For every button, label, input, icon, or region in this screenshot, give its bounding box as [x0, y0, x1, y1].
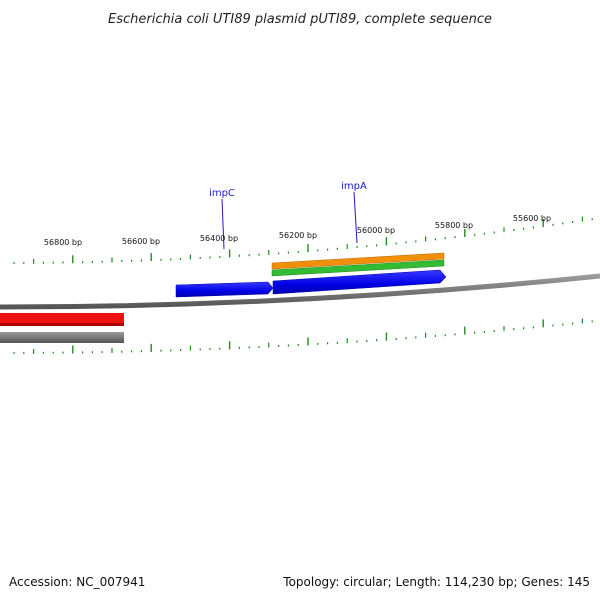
ruler-ticks-upper — [13, 216, 593, 264]
orange-feature-bar[interactable] — [271, 252, 445, 270]
gene-label-impC[interactable]: impC — [209, 188, 235, 199]
ruler-ticks-lower — [13, 318, 593, 354]
ruler-label: 55600 bp — [513, 214, 551, 223]
impC-label-line — [221, 198, 225, 250]
green-feature-bar[interactable] — [271, 259, 445, 277]
red-feature-bar[interactable] — [0, 313, 124, 326]
ruler-label: 56000 bp — [357, 226, 395, 235]
red-feature-bar-shade — [0, 323, 124, 326]
gene-impC[interactable] — [175, 281, 274, 298]
map-title: Escherichia coli UTI89 plasmid pUTI89, c… — [108, 12, 492, 27]
ruler-label: 56200 bp — [279, 231, 317, 240]
gray-feature-bar[interactable] — [0, 332, 124, 343]
impA-label-line — [353, 191, 358, 244]
ruler-labels: 56800 bp 56600 bp 56400 bp 56200 bp 5600… — [44, 214, 551, 247]
gene-impA[interactable] — [272, 269, 447, 295]
ruler-label: 56600 bp — [122, 237, 160, 246]
gene-label-impA[interactable]: impA — [341, 181, 367, 192]
accession-text: Accession: NC_007941 — [9, 575, 146, 589]
topology-summary-text: Topology: circular; Length: 114,230 bp; … — [283, 575, 590, 589]
ruler-label: 56400 bp — [200, 234, 238, 243]
backbone-track — [0, 273, 600, 310]
ruler-label: 56800 bp — [44, 238, 82, 247]
ruler-label: 55800 bp — [435, 221, 473, 230]
